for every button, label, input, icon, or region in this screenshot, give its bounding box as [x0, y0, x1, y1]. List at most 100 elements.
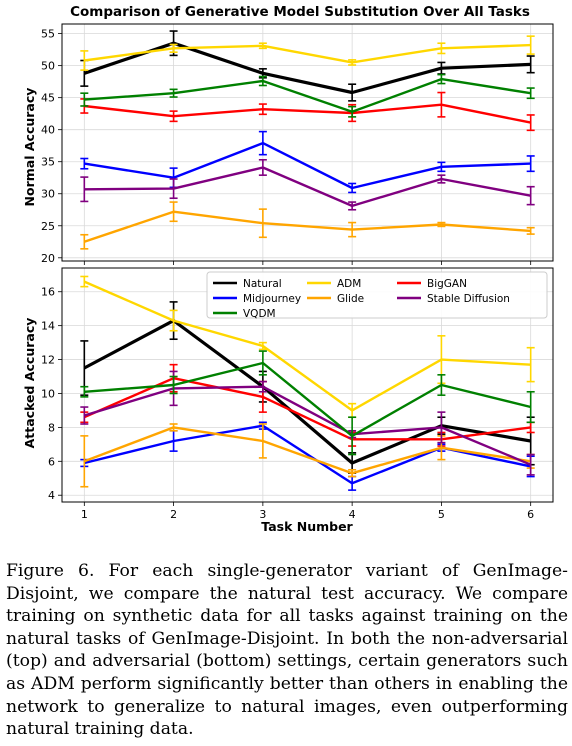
legend-item: BigGAN — [397, 278, 467, 290]
error-bar-midjourney — [348, 182, 357, 194]
error-bar-biggan — [258, 103, 267, 116]
series-line-stable-diffusion — [83, 385, 532, 466]
top-panel: 20 25 30 35 40 45 50 55 — [41, 23, 554, 265]
error-bar-adm — [258, 42, 267, 50]
error-bar-adm — [348, 59, 357, 66]
error-bar-biggan — [437, 91, 446, 118]
error-bar-midjourney — [258, 130, 267, 156]
series-line-vqdm — [84, 361, 531, 438]
error-bar-glide — [169, 423, 178, 432]
series-line-glide — [83, 210, 531, 243]
error-bar-vqdm — [526, 390, 535, 424]
error-bar-glide — [258, 208, 267, 239]
error-bar-stable-diffusion — [526, 185, 535, 206]
error-bar-vqdm — [258, 350, 267, 376]
figure-chart: Comparison of Generative Model Substitut… — [22, 4, 554, 534]
chart-title: Comparison of Generative Model Substitut… — [70, 4, 530, 20]
x-tick-label: 4 — [349, 508, 356, 521]
x-axis-label: Task Number — [261, 519, 353, 534]
error-bar-natural — [526, 55, 535, 74]
series-line-midjourney — [84, 141, 531, 190]
series-line-vqdm — [84, 77, 531, 114]
error-bar-adm — [169, 43, 178, 53]
series-adm — [80, 35, 535, 71]
top-y-axis-label: Normal Accuracy — [22, 88, 37, 207]
error-bar-midjourney — [437, 161, 446, 173]
y-tick-label: 16 — [41, 286, 55, 299]
error-bar-vqdm — [348, 416, 357, 456]
legend-box — [206, 271, 548, 319]
error-bar-vqdm — [169, 88, 178, 98]
x-tick-label: 3 — [259, 508, 266, 521]
error-bar-stable-diffusion — [80, 406, 89, 425]
y-tick-label: 55 — [41, 28, 55, 41]
error-bar-stable-diffusion — [80, 176, 89, 203]
y-tick-label: 10 — [41, 387, 55, 400]
error-bar-glide — [169, 201, 178, 223]
figure-caption: Figure 6. For each single-generator vari… — [6, 561, 568, 740]
legend-item: ADM — [307, 278, 361, 290]
series-vqdm — [80, 350, 535, 456]
error-bar-adm — [348, 402, 357, 419]
series-adm — [80, 275, 535, 419]
error-bar-vqdm — [80, 385, 89, 398]
y-tick-label: 4 — [48, 489, 55, 502]
series-line-glide — [83, 426, 531, 475]
error-bar-adm — [80, 50, 89, 71]
error-bar-adm — [526, 35, 535, 55]
error-bar-stable-diffusion — [437, 174, 446, 184]
error-bar-adm — [169, 309, 178, 332]
series-line-midjourney — [84, 424, 531, 485]
plot-frame — [61, 267, 554, 503]
y-tick-label: 30 — [41, 188, 55, 201]
y-tick-label: 12 — [41, 354, 55, 367]
series-line-adm — [83, 280, 531, 412]
y-tick-label: 6 — [48, 455, 55, 468]
series-line-natural — [83, 41, 531, 95]
legend-label: Natural — [243, 278, 282, 290]
error-bar-adm — [258, 341, 267, 351]
error-bar-glide — [258, 423, 267, 459]
y-tick-label: 35 — [41, 156, 55, 169]
y-tick-label: 8 — [48, 421, 55, 434]
legend-label: Midjourney — [243, 293, 301, 305]
error-bar-glide — [348, 221, 357, 238]
error-bar-adm — [80, 275, 89, 288]
y-tick-label: 45 — [41, 92, 55, 105]
error-bar-natural — [348, 83, 357, 102]
error-bar-stable-diffusion — [437, 411, 446, 444]
legend-item: Midjourney — [213, 293, 301, 305]
error-bar-biggan — [526, 114, 535, 132]
series-line-biggan — [83, 377, 531, 441]
legend-label: VQDM — [243, 308, 276, 320]
x-tick-label: 6 — [527, 508, 534, 521]
legend-label: Stable Diffusion — [427, 293, 510, 305]
y-tick-label: 20 — [41, 252, 55, 265]
error-bar-stable-diffusion — [258, 380, 267, 393]
error-bar-adm — [526, 346, 535, 383]
legend: Natural ADM BigGAN Midjourney Glide Stable Di… — [206, 271, 548, 320]
error-bar-vqdm — [169, 375, 178, 395]
error-bar-vqdm — [526, 87, 535, 100]
error-bar-stable-diffusion — [258, 158, 267, 176]
x-tick-label: 1 — [81, 508, 88, 521]
legend-label: BigGAN — [427, 278, 467, 290]
legend-item: VQDM — [213, 308, 276, 320]
series-line-natural — [83, 319, 531, 465]
error-bar-vqdm — [80, 92, 89, 107]
error-bar-glide — [80, 435, 89, 488]
error-bar-glide — [348, 468, 357, 478]
series-biggan — [80, 91, 535, 132]
error-bar-stable-diffusion — [526, 453, 535, 476]
series-stable-diffusion — [80, 158, 535, 211]
legend-label: ADM — [337, 278, 361, 290]
series-line-biggan — [84, 103, 531, 124]
plot-frame — [61, 23, 554, 262]
error-bar-glide — [80, 233, 89, 250]
error-bar-vqdm — [437, 374, 446, 396]
legend-item: Stable Diffusion — [397, 293, 510, 305]
y-tick-label: 40 — [41, 124, 55, 137]
series-glide — [80, 201, 535, 250]
x-tick-label: 5 — [438, 508, 445, 521]
